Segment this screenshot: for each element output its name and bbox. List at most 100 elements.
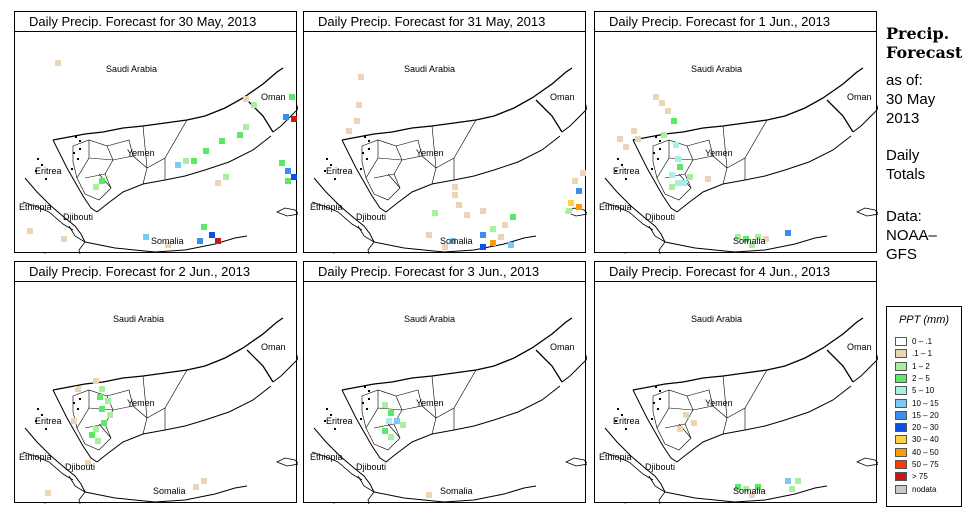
label-saudi-arabia: Saudi Arabia	[404, 64, 455, 74]
label-eritrea: Eritrea	[326, 416, 353, 426]
side-title-line1: Precip.	[886, 24, 950, 43]
forecast-panel-4: Saudi Arabia Oman Yemen Eritrea Ethiopia…	[14, 277, 298, 504]
legend-swatch	[895, 460, 907, 469]
legend-swatch	[895, 349, 907, 359]
label-oman: Oman	[847, 92, 872, 102]
daily-line2: Totals	[886, 166, 926, 183]
legend-item: 1 – 2	[895, 361, 959, 372]
panel-title-5: Daily Precip. Forecast for 3 Jun., 2013	[303, 261, 586, 282]
precip-legend: PPT (mm) 0 – .1 .1 – 1 1 – 2 2 – 5 5 – 10 10 …	[886, 306, 962, 507]
legend-label: 40 – 50	[912, 447, 939, 457]
panel-title-2: Daily Precip. Forecast for 31 May, 2013	[303, 11, 586, 32]
forecast-panel-2: Saudi Arabia Oman Yemen Eritrea Ethiopia…	[303, 27, 587, 254]
label-eritrea: Eritrea	[613, 416, 640, 426]
map-2: Saudi Arabia Oman Yemen Eritrea Ethiopia…	[307, 64, 587, 254]
label-somalia: Somalia	[733, 486, 766, 496]
panel-title-3: Daily Precip. Forecast for 1 Jun., 2013	[594, 11, 877, 32]
legend-swatch	[895, 447, 907, 457]
label-somalia: Somalia	[733, 236, 766, 246]
legend-label: 1 – 2	[912, 361, 930, 371]
label-somalia: Somalia	[440, 236, 473, 246]
data-line3: GFS	[886, 246, 917, 263]
legend-item: .1 – 1	[895, 349, 959, 359]
legend-label: .1 – 1	[912, 349, 933, 359]
legend-item: 40 – 50	[895, 447, 959, 458]
legend-item: 20 – 30	[895, 423, 959, 433]
daily-line1: Daily	[886, 147, 920, 164]
label-saudi-arabia: Saudi Arabia	[106, 64, 157, 74]
legend-swatch	[895, 423, 907, 433]
precip-cells-1	[27, 60, 297, 248]
precip-cells-5	[382, 402, 432, 498]
precip-cells-3	[617, 94, 791, 248]
asof-date-line1: 30 May	[886, 91, 936, 108]
precip-cells-2	[346, 74, 586, 250]
legend-swatch	[895, 398, 907, 408]
legend-swatch	[895, 361, 907, 371]
label-saudi-arabia: Saudi Arabia	[113, 314, 164, 324]
panel-title-4: Daily Precip. Forecast for 2 Jun., 2013	[14, 261, 297, 282]
panel-title-6: Daily Precip. Forecast for 4 Jun., 2013	[594, 261, 877, 282]
label-oman: Oman	[847, 342, 872, 352]
label-djibouti: Djibouti	[356, 462, 386, 472]
legend-item: > 75	[895, 472, 959, 482]
label-oman: Oman	[261, 92, 286, 102]
legend-label: 10 – 15	[912, 398, 939, 408]
legend-item: 5 – 10	[895, 386, 959, 396]
label-somalia: Somalia	[440, 486, 473, 496]
map-4: Saudi Arabia Oman Yemen Eritrea Ethiopia…	[18, 314, 298, 504]
label-somalia: Somalia	[153, 486, 186, 496]
label-yemen: Yemen	[416, 398, 444, 408]
label-eritrea: Eritrea	[613, 166, 640, 176]
label-oman: Oman	[550, 92, 575, 102]
label-yemen: Yemen	[416, 148, 444, 158]
side-asof: as of: 30 May 2013	[886, 71, 935, 128]
side-daily: Daily Totals	[886, 146, 925, 184]
label-eritrea: Eritrea	[326, 166, 353, 176]
legend-swatch	[895, 386, 907, 396]
precip-cells-6	[677, 412, 801, 498]
asof-label: as of:	[886, 72, 923, 89]
panel-title-1: Daily Precip. Forecast for 30 May, 2013	[14, 11, 297, 32]
label-saudi-arabia: Saudi Arabia	[404, 314, 455, 324]
map-5: Saudi Arabia Oman Yemen Eritrea Ethiopia…	[307, 314, 587, 504]
label-yemen: Yemen	[127, 148, 155, 158]
legend-label: > 75	[912, 472, 928, 482]
label-ethiopia: Ethiopia	[599, 202, 632, 212]
map-1: Saudi Arabia Oman Yemen Eritrea Ethiopia…	[18, 60, 298, 254]
legend-swatch	[895, 435, 907, 445]
label-somalia: Somalia	[151, 236, 184, 246]
forecast-panel-3: Saudi Arabia Oman Yemen Eritrea Ethiopia…	[594, 27, 878, 254]
label-djibouti: Djibouti	[63, 212, 93, 222]
legend-item: 30 – 40	[895, 435, 959, 445]
label-djibouti: Djibouti	[65, 462, 95, 472]
label-saudi-arabia: Saudi Arabia	[691, 314, 742, 324]
legend-label: 20 – 30	[912, 423, 939, 433]
label-djibouti: Djibouti	[645, 462, 675, 472]
legend-label: nodata	[912, 484, 937, 494]
label-ethiopia: Ethiopia	[19, 202, 52, 212]
legend-item: 15 – 20	[895, 410, 959, 421]
label-ethiopia: Ethiopia	[599, 452, 632, 462]
legend-swatch	[895, 472, 907, 482]
legend-swatch	[895, 410, 907, 420]
label-saudi-arabia: Saudi Arabia	[691, 64, 742, 74]
side-header: Precip. Forecast	[886, 24, 962, 62]
forecast-panel-6: Saudi Arabia Oman Yemen Eritrea Ethiopia…	[594, 277, 878, 504]
legend-item: 50 – 75	[895, 460, 959, 470]
map-6: Saudi Arabia Oman Yemen Eritrea Ethiopia…	[598, 314, 878, 504]
legend-label: 0 – .1	[912, 337, 933, 346]
label-eritrea: Eritrea	[35, 166, 62, 176]
label-ethiopia: Ethiopia	[19, 452, 52, 462]
side-title-line2: Forecast	[886, 43, 963, 62]
legend-item: 10 – 15	[895, 398, 959, 409]
data-line2: NOAA–	[886, 227, 937, 244]
legend-label: 15 – 20	[912, 410, 939, 420]
label-djibouti: Djibouti	[645, 212, 675, 222]
label-djibouti: Djibouti	[356, 212, 386, 222]
precip-cells-4	[45, 378, 207, 496]
side-data-source: Data: NOAA– GFS	[886, 207, 937, 264]
legend-label: 5 – 10	[912, 386, 935, 396]
legend-swatch	[895, 373, 907, 383]
legend-item: nodata	[895, 484, 959, 495]
